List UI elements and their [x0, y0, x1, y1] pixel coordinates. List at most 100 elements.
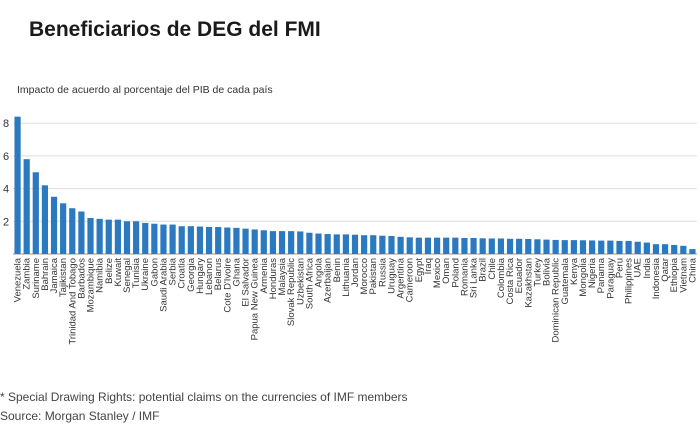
bar — [306, 232, 313, 254]
bar-chart: 2 4 6 8 VenezuelaZambiaSurinameBahrainJamaic… — [3, 116, 698, 345]
x-tick-label: Lebanon — [204, 258, 215, 295]
bar — [224, 227, 231, 254]
x-tick-label: Saudi Arabia — [158, 257, 169, 312]
x-tick-label: Venezuela — [13, 257, 24, 302]
bar — [470, 237, 477, 254]
bar — [196, 226, 204, 254]
bar — [142, 222, 149, 254]
x-tick-label: Mongolia — [578, 257, 589, 296]
x-tick-label: Azerbaijan — [323, 258, 334, 303]
x-tick-label: Croatia — [177, 257, 188, 288]
x-tick-label: Suriname — [31, 258, 42, 299]
x-tick-label: Kenya — [569, 257, 580, 285]
bar — [552, 239, 559, 254]
x-tick-label: Turkey — [532, 258, 543, 287]
x-tick-label: Lithuania — [341, 257, 352, 296]
bar — [78, 211, 85, 254]
bar — [625, 240, 632, 254]
bar — [598, 240, 605, 254]
bar — [370, 235, 377, 254]
x-tick-label: Indonesia — [651, 257, 662, 299]
bar — [661, 244, 669, 254]
bar — [41, 185, 49, 254]
bar — [105, 219, 112, 254]
x-tick-label: Belize — [104, 258, 115, 284]
bar — [60, 203, 67, 254]
x-tick-label: Mexico — [432, 258, 443, 288]
x-tick-label: Malaysia — [277, 257, 288, 295]
bar — [379, 235, 386, 254]
x-tick-label: Senegal — [122, 258, 133, 293]
x-tick-label: Ethiopia — [669, 257, 680, 292]
x-tick-label: Ghana — [231, 257, 242, 286]
x-tick-label: Costa Rica — [505, 257, 516, 304]
bar — [543, 239, 550, 254]
x-tick-label: Bolivia — [542, 257, 553, 286]
y-tick-label: 2 — [3, 216, 9, 228]
x-tick-label: Russia — [377, 257, 388, 287]
bar — [671, 245, 678, 254]
bar — [643, 242, 650, 254]
x-tick-label: Uruguay — [386, 258, 397, 294]
y-tick-label: 8 — [3, 118, 9, 130]
x-tick-label: Hungary — [195, 258, 206, 294]
bar — [133, 221, 140, 254]
bar — [342, 234, 349, 254]
bar — [497, 238, 505, 254]
bar — [14, 116, 21, 254]
x-tick-label: Bahrain — [40, 258, 51, 291]
x-tick-label: Romania — [459, 257, 470, 296]
bar — [23, 159, 30, 254]
x-tick-label: Guatemala — [560, 257, 571, 304]
bar — [96, 218, 103, 254]
x-tick-label: Tajikistan — [58, 258, 69, 297]
x-tick-label: Belarus — [213, 258, 224, 290]
bar — [607, 240, 614, 254]
x-tick-label: Poland — [450, 258, 461, 288]
source-note: Source: Morgan Stanley / IMF — [0, 409, 160, 423]
x-tick-label: Tunisia — [131, 257, 142, 288]
bar — [461, 237, 468, 254]
bar — [178, 226, 185, 254]
x-tick-label: Ecuador — [514, 258, 525, 293]
footnote: * Special Drawing Rights: potential clai… — [0, 390, 408, 404]
bar — [415, 237, 422, 254]
x-tick-label: Morocco — [359, 258, 370, 294]
x-tick-label: Oman — [441, 258, 452, 284]
x-tick-label: Georgia — [186, 257, 197, 292]
x-tick-label: South Africa — [304, 257, 315, 309]
bar — [424, 237, 432, 254]
x-tick-label: China — [687, 257, 698, 283]
x-tick-label: Colombia — [496, 257, 507, 298]
x-tick-label: Vietnam — [678, 258, 689, 293]
bar — [215, 227, 222, 254]
bar — [151, 223, 158, 254]
x-tick-label: Sri Lanka — [469, 257, 480, 298]
x-tick-label: Nigeria — [587, 257, 598, 288]
bar — [433, 237, 441, 254]
x-tick-label: Iraq — [423, 258, 434, 274]
x-tick-label: Egypt — [414, 258, 425, 283]
bar — [579, 240, 587, 254]
x-tick-label: Serbia — [168, 257, 179, 285]
x-tick-label: Slovak Republic — [286, 258, 297, 326]
x-tick-label: UAE — [633, 258, 644, 278]
x-tick-label: Honduras — [268, 258, 279, 299]
x-tick-label: Zambia — [22, 257, 33, 289]
bar — [506, 238, 514, 254]
bar — [680, 245, 687, 254]
y-tick-label: 4 — [3, 184, 9, 196]
bar — [616, 240, 623, 254]
bar — [397, 236, 404, 254]
bar — [169, 224, 176, 254]
x-tick-label: Kuwait — [113, 258, 124, 287]
x-tick-label: Barbados — [76, 258, 87, 299]
x-tick-label: Paraguay — [605, 258, 616, 299]
x-tick-label: Uzbekistan — [295, 258, 306, 305]
x-tick-label: Brazil — [478, 258, 489, 282]
x-tick-label: Armenia — [259, 257, 270, 293]
bar — [479, 238, 486, 254]
bar — [525, 238, 532, 254]
x-tick-label: Angola — [314, 257, 325, 287]
y-tick-label: 6 — [3, 151, 9, 163]
